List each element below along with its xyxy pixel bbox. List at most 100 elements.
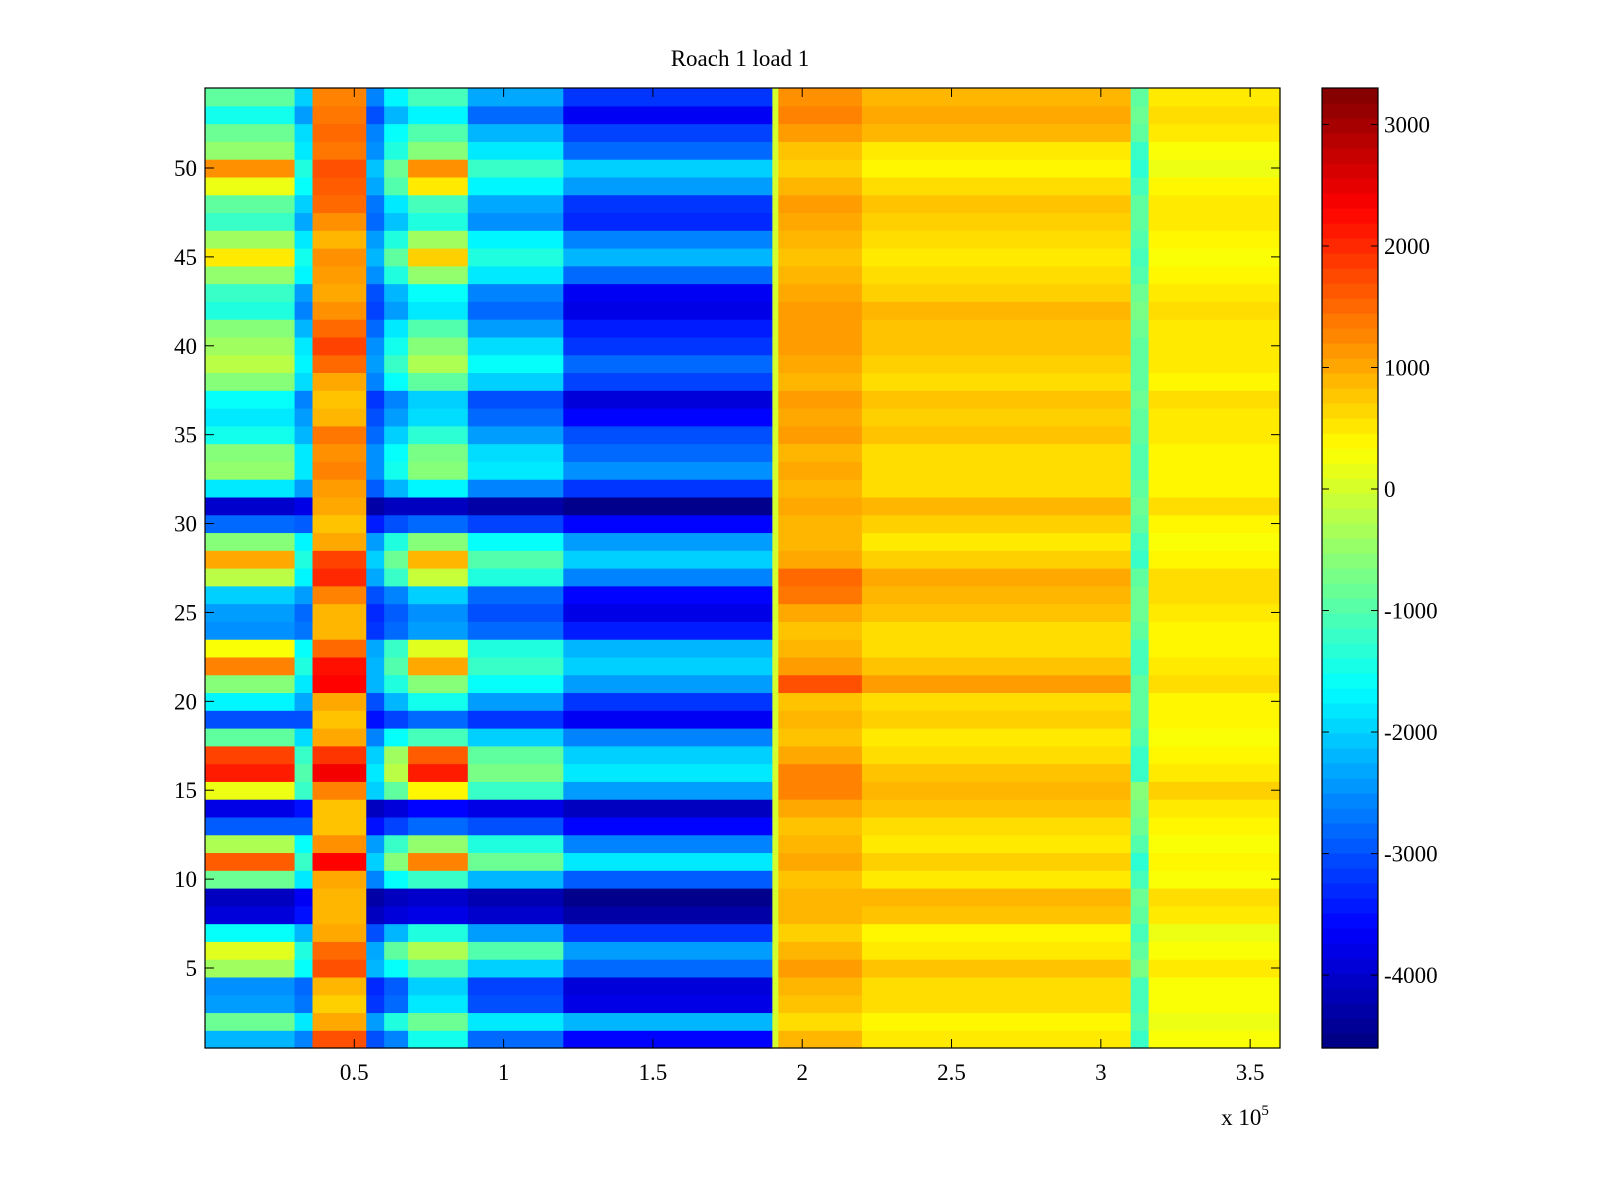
heatmap-cell bbox=[366, 656, 385, 676]
heatmap-cell bbox=[384, 870, 409, 889]
heatmap-cell bbox=[772, 390, 779, 409]
heatmap-cell bbox=[312, 248, 367, 267]
heatmap-cell bbox=[772, 621, 779, 640]
heatmap-cell bbox=[1130, 994, 1150, 1014]
heatmap-cell bbox=[408, 799, 469, 818]
heatmap-cell bbox=[778, 336, 863, 356]
heatmap-cell bbox=[772, 408, 779, 427]
colorbar-tick-label: 3000 bbox=[1384, 112, 1430, 137]
heatmap-cell bbox=[366, 888, 385, 907]
heatmap-cell bbox=[563, 923, 773, 942]
heatmap-cell bbox=[563, 941, 773, 960]
heatmap-cell bbox=[408, 496, 469, 516]
chart-title: Roach 1 load 1 bbox=[671, 46, 810, 71]
heatmap-cell bbox=[861, 585, 1132, 605]
heatmap-cell bbox=[778, 781, 863, 800]
heatmap-cell bbox=[1130, 656, 1150, 676]
heatmap-cell bbox=[366, 976, 385, 996]
heatmap-cell bbox=[778, 105, 863, 125]
heatmap-cell bbox=[366, 1012, 385, 1031]
heatmap-cell bbox=[408, 301, 469, 320]
heatmap-cell bbox=[312, 799, 367, 818]
heatmap-cell bbox=[294, 941, 314, 960]
heatmap-cell bbox=[1130, 799, 1150, 818]
heatmap-cell bbox=[1148, 1012, 1281, 1031]
heatmap-cell bbox=[1130, 230, 1150, 249]
heatmap-cell bbox=[294, 105, 314, 125]
heatmap-cell bbox=[1130, 728, 1150, 747]
heatmap-cell bbox=[467, 656, 564, 676]
heatmap-cell bbox=[772, 763, 779, 782]
heatmap-cell bbox=[778, 443, 863, 462]
heatmap-cell bbox=[312, 159, 367, 178]
heatmap-cell bbox=[294, 585, 314, 605]
colorbar-step bbox=[1322, 358, 1378, 374]
heatmap-cell bbox=[1130, 888, 1150, 907]
heatmap-cell bbox=[312, 532, 367, 551]
heatmap-cell bbox=[778, 941, 863, 960]
heatmap-cell bbox=[205, 283, 296, 302]
heatmap-cell bbox=[861, 799, 1132, 818]
colorbar-step bbox=[1322, 808, 1378, 824]
heatmap-cell bbox=[366, 763, 385, 782]
heatmap-cell bbox=[294, 461, 314, 480]
heatmap-cell bbox=[778, 959, 863, 978]
heatmap-cell bbox=[366, 283, 385, 302]
x-tick-label: 3 bbox=[1095, 1060, 1107, 1085]
heatmap-cell bbox=[205, 88, 296, 107]
heatmap-cell bbox=[778, 159, 863, 178]
heatmap-cell bbox=[294, 692, 314, 711]
heatmap-cell bbox=[1130, 372, 1150, 391]
heatmap-cell bbox=[861, 692, 1132, 711]
heatmap-cell bbox=[366, 905, 385, 925]
heatmap-cell bbox=[205, 1030, 296, 1049]
heatmap-cell bbox=[861, 212, 1132, 231]
heatmap-cell bbox=[294, 159, 314, 178]
heatmap-cell bbox=[294, 176, 314, 196]
heatmap-cell bbox=[861, 1030, 1132, 1049]
colorbar-step bbox=[1322, 1003, 1378, 1019]
colorbar-step bbox=[1322, 928, 1378, 944]
heatmap-cell bbox=[205, 265, 296, 285]
heatmap-cell bbox=[294, 639, 314, 658]
heatmap-cell bbox=[778, 834, 863, 854]
heatmap-cell bbox=[772, 496, 779, 516]
y-tick-label: 40 bbox=[174, 334, 197, 359]
heatmap-cell bbox=[366, 105, 385, 125]
heatmap-cell bbox=[294, 532, 314, 551]
y-tick-label: 35 bbox=[174, 423, 197, 448]
colorbar-step bbox=[1322, 373, 1378, 389]
heatmap-cell bbox=[312, 105, 367, 125]
x-tick-label: 2.5 bbox=[937, 1060, 966, 1085]
heatmap-cell bbox=[772, 176, 779, 196]
heatmap-cell bbox=[205, 870, 296, 889]
heatmap-cell bbox=[408, 710, 469, 729]
heatmap-cell bbox=[384, 425, 409, 445]
heatmap-cell bbox=[366, 781, 385, 800]
heatmap-cell bbox=[467, 763, 564, 782]
heatmap-cell bbox=[312, 621, 367, 640]
heatmap-cell bbox=[205, 532, 296, 551]
heatmap-cell bbox=[563, 248, 773, 267]
heatmap-cell bbox=[294, 425, 314, 445]
heatmap-cell bbox=[1148, 568, 1281, 587]
y-tick-label: 5 bbox=[186, 956, 198, 981]
heatmap-cell bbox=[563, 728, 773, 747]
heatmap-cell bbox=[408, 479, 469, 498]
heatmap-cell bbox=[294, 390, 314, 409]
heatmap-cell bbox=[772, 159, 779, 178]
heatmap-cell bbox=[205, 319, 296, 338]
heatmap-cell bbox=[563, 88, 773, 107]
heatmap-cell bbox=[467, 443, 564, 462]
heatmap-cell bbox=[205, 799, 296, 818]
heatmap-cell bbox=[1148, 176, 1281, 196]
heatmap-cell bbox=[772, 1012, 779, 1031]
colorbar-step bbox=[1322, 838, 1378, 854]
heatmap-cell bbox=[467, 781, 564, 800]
heatmap-cell bbox=[312, 959, 367, 978]
heatmap-cell bbox=[205, 781, 296, 800]
colorbar-step bbox=[1322, 853, 1378, 869]
heatmap-cell bbox=[408, 88, 469, 107]
x-tick-label: 2 bbox=[796, 1060, 808, 1085]
colorbar-step bbox=[1322, 103, 1378, 119]
